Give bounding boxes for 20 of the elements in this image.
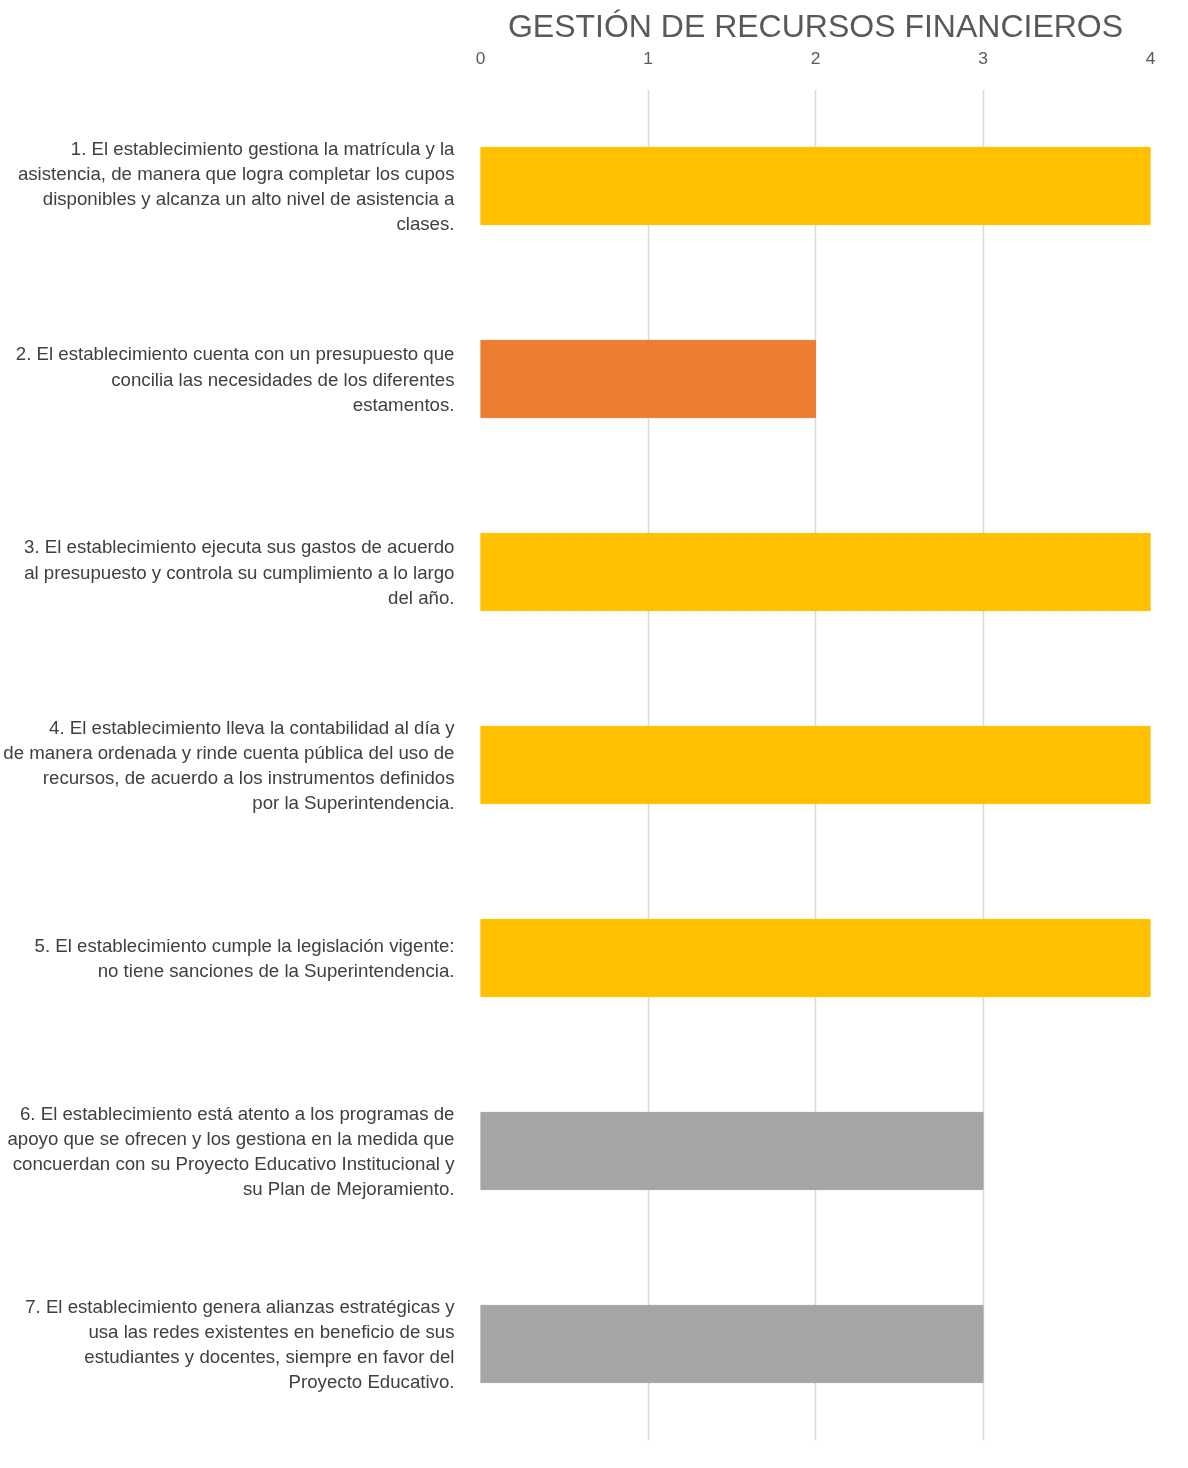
y-tick-label: 4. El establecimiento lleva la contabilidad al día y de manera ordenada y rinde cuenta pública del uso de recursos, de acuerdo a los instrumentos definidos por la Superintendencia. bbox=[3, 716, 456, 814]
bar bbox=[480, 146, 1151, 226]
y-tick-label: 2. El establecimiento cuenta con un presupuesto que concilia las necesidades de los diferentes estamentos. bbox=[15, 343, 455, 415]
bar bbox=[480, 532, 1151, 612]
y-tick-label: 1. El establecimiento gestiona la matrícula y la asistencia, de manera que logra completar los cupos disponibles y alcanza un alto nivel de asistencia a clases. bbox=[17, 137, 456, 235]
x-tick-label: 3 bbox=[978, 47, 988, 68]
y-tick-label: 7. El establecimiento genera alianzas estratégicas y usa las redes existentes en beneficio de sus estudiantes y docentes, siempre en favor del Proyecto Educativo. bbox=[25, 1295, 456, 1393]
x-tick-label: 0 bbox=[475, 47, 486, 68]
x-tick-label: 2 bbox=[810, 47, 821, 68]
x-tick-label: 1 bbox=[643, 47, 653, 68]
chart-title: GESTIÓN DE RECURSOS FINANCIEROS bbox=[507, 7, 1124, 44]
y-tick-label: 5. El establecimiento cumple la legislación vigente: no tiene sanciones de la Superintendencia. bbox=[34, 934, 455, 982]
bar bbox=[480, 725, 1151, 805]
x-tick-label: 4 bbox=[1145, 47, 1156, 68]
bar bbox=[480, 339, 816, 419]
bar bbox=[480, 918, 1151, 998]
y-tick-label: 6. El establecimiento está atento a los programas de apoyo que se ofrecen y los gestiona en la medida que concuerdan con su Proyecto Educativo Institucional y su Plan de Mejoramiento. bbox=[7, 1102, 456, 1200]
y-tick-label: 3. El establecimiento ejecuta sus gastos de acuerdo al presupuesto y controla su cumplimiento a lo largo del año. bbox=[24, 536, 455, 608]
bar bbox=[480, 1111, 984, 1191]
bar bbox=[480, 1304, 984, 1384]
